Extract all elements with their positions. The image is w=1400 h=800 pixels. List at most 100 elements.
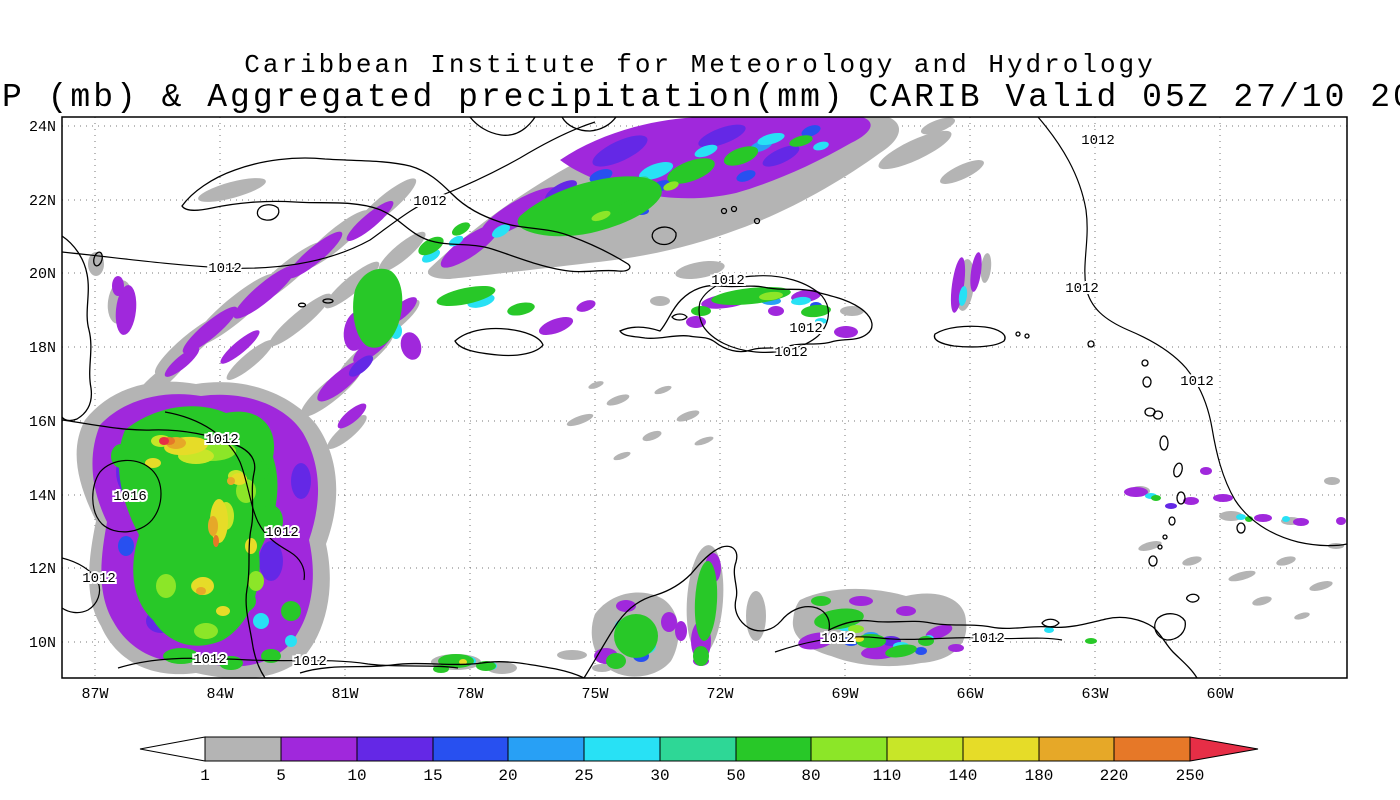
lat-axis: 24N 22N 20N 18N 16N 14N 12N 10N [29, 119, 56, 652]
colorbar-segment [886, 736, 964, 762]
coastline-bahamas-east [561, 117, 617, 132]
isobar-label: 1012 [265, 525, 299, 541]
isobar-label: 1012 [774, 345, 808, 361]
colorbar-segment [659, 736, 737, 762]
lon-label: 72W [706, 686, 733, 703]
coastlines [62, 117, 1246, 678]
lon-label: 69W [831, 686, 858, 703]
colorbar-tick-label: 20 [498, 767, 517, 785]
lat-label: 20N [29, 266, 56, 283]
isobar-label: 1012 [205, 432, 239, 448]
isobar-1016-closed [92, 459, 162, 533]
lon-label: 63W [1081, 686, 1108, 703]
coastline-cozumel [93, 251, 103, 267]
coastline-jamaica [454, 327, 544, 357]
isobar-1012-hispaniola [698, 275, 829, 353]
colorbar-tick-label: 25 [574, 767, 593, 785]
coastline-st-lucia [1176, 491, 1186, 505]
colorbar-segment [810, 736, 888, 762]
coastline-hispaniola [619, 284, 873, 353]
colorbar-segment [432, 736, 509, 762]
coastline-cayman [297, 302, 307, 308]
colorbar-tick-label: 10 [347, 767, 366, 785]
precip-field [76, 117, 1346, 678]
coastline-caicos [730, 205, 738, 213]
isobar-1012-northeast [1037, 117, 1347, 547]
coastline-inagua [651, 226, 677, 246]
coastline-grenadines [1157, 544, 1163, 550]
precip-layer-lightgreen [156, 181, 864, 639]
colorbar-segment [1113, 736, 1191, 762]
isobar-1012-west-caribbean [164, 411, 305, 581]
chart-subtitle: P (mb) & Aggregated precipitation(mm) CA… [2, 79, 1400, 116]
coastline-turks [753, 217, 761, 225]
isobar-label: 1012 [208, 261, 242, 277]
coastline-guadeloupe [1152, 410, 1164, 420]
coastline-grenadines [1162, 534, 1168, 540]
isobar-label: 1012 [1065, 281, 1099, 297]
isobar-label: 1012 [1180, 374, 1214, 390]
coastline-tobago [1185, 593, 1200, 603]
isobar-label: 1016 [113, 489, 147, 505]
precip-layer-red [159, 437, 169, 445]
colorbar-tick-label: 80 [801, 767, 820, 785]
isobars [62, 117, 1347, 669]
isobar-label: 1012 [193, 652, 227, 668]
coastline-puerto-rico [933, 325, 1006, 348]
lon-label: 78W [456, 686, 483, 703]
isobar-label: 1012 [1081, 133, 1115, 149]
lon-label: 84W [206, 686, 233, 703]
lat-label: 18N [29, 340, 56, 357]
coastline-trinidad [1154, 613, 1186, 641]
isobar-1012-northwest [62, 121, 596, 269]
lon-label: 75W [581, 686, 608, 703]
isobar-label: 1012 [821, 631, 855, 647]
lon-label: 87W [81, 686, 108, 703]
colorbar-segment [583, 736, 661, 762]
isobar-1012-venezuela [774, 636, 1063, 653]
lon-label: 66W [956, 686, 983, 703]
colorbar-tick-label: 30 [650, 767, 669, 785]
colorbar-tick-label: 220 [1100, 767, 1129, 785]
map-frame [61, 116, 1348, 679]
colorbar-segment [356, 736, 434, 762]
coastline-antigua [1142, 376, 1152, 388]
colorbar-tick-label: 110 [873, 767, 902, 785]
colorbar-segment [735, 736, 812, 762]
isobar-1012-bottom-west [117, 657, 459, 669]
isobar-label: 1012 [711, 273, 745, 289]
coastline-gonave [671, 313, 688, 321]
isobar-label: 1012 [971, 631, 1005, 647]
colorbar-segment [204, 736, 282, 762]
colorbar-tick-label: 15 [423, 767, 442, 785]
isobar-label: 1012 [789, 321, 823, 337]
coastline-grenada [1148, 555, 1158, 567]
colorbar-tick-label: 5 [276, 767, 286, 785]
colorbar-arrow-left [139, 736, 206, 762]
colorbar-tick-label: 140 [949, 767, 978, 785]
lat-label: 22N [29, 193, 56, 210]
colorbar-segment [507, 736, 585, 762]
colorbar: 1 5 10 15 20 25 30 50 80 110 140 180 220… [139, 736, 1259, 785]
colorbar-tick-label: 1 [200, 767, 210, 785]
coastline-anguilla [1087, 340, 1095, 348]
coastline-yucatan [62, 235, 93, 422]
colorbar-segment [1038, 736, 1115, 762]
coastline-south-america [583, 545, 1198, 678]
pressure-labels: 1012 1012 1012 1012 1012 1012 1012 1012 … [80, 131, 1216, 672]
colorbar-tick-labels: 1 5 10 15 20 25 30 50 80 110 140 180 220… [200, 767, 1204, 785]
lon-axis: 87W 84W 81W 78W 75W 72W 69W 66W 63W 60W [81, 686, 1233, 703]
isobar-label: 1012 [293, 654, 327, 670]
isobar-label: 1012 [413, 194, 447, 210]
lat-label: 12N [29, 561, 56, 578]
lat-label: 10N [29, 635, 56, 652]
chart-title: Caribbean Institute for Meteorology and … [244, 50, 1156, 80]
lon-label: 81W [331, 686, 358, 703]
coastline-isla-juventud [256, 204, 280, 221]
coastline-panama [299, 661, 585, 678]
colorbar-segment [962, 736, 1040, 762]
lat-label: 14N [29, 488, 56, 505]
lat-label: 24N [29, 119, 56, 136]
